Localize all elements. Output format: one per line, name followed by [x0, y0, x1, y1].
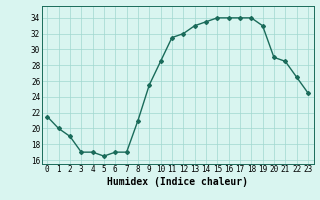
X-axis label: Humidex (Indice chaleur): Humidex (Indice chaleur) [107, 177, 248, 187]
